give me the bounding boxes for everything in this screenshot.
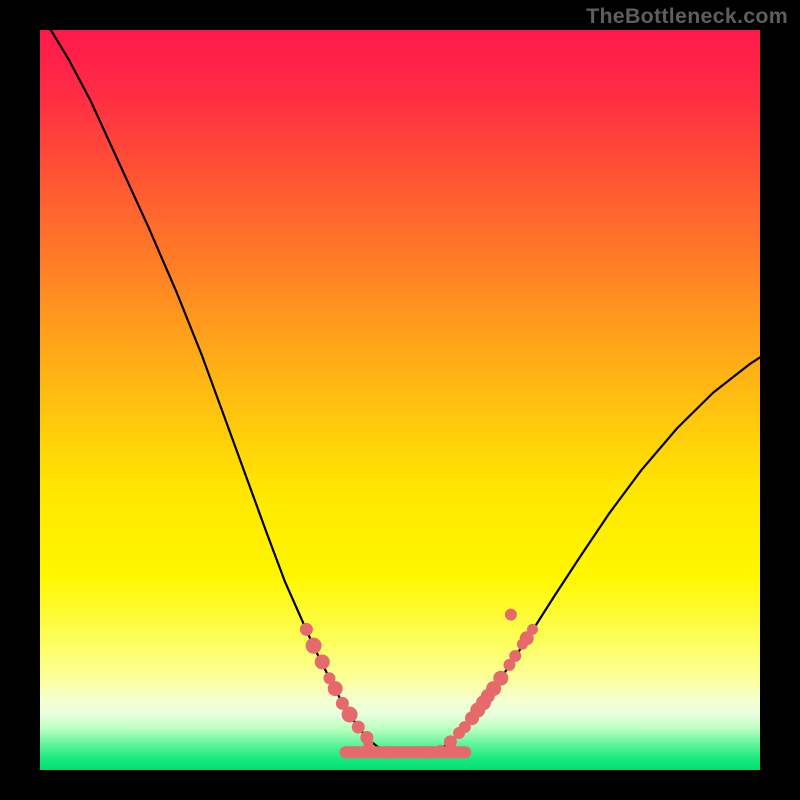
scatter-dot <box>300 623 313 636</box>
scatter-dot <box>493 671 508 686</box>
plot-background <box>40 30 760 770</box>
bottleneck-chart <box>0 0 800 800</box>
scatter-dot <box>352 721 365 734</box>
watermark-text: TheBottleneck.com <box>586 4 788 29</box>
scatter-dot <box>363 738 373 748</box>
scatter-dot <box>527 624 538 635</box>
scatter-dot <box>509 650 521 662</box>
scatter-dot <box>328 681 343 696</box>
scatter-dot <box>315 654 330 669</box>
scatter-dot <box>306 638 322 654</box>
chart-stage: TheBottleneck.com <box>0 0 800 800</box>
scatter-dot <box>436 745 445 754</box>
scatter-dot <box>342 707 358 723</box>
scatter-dot <box>505 609 517 621</box>
